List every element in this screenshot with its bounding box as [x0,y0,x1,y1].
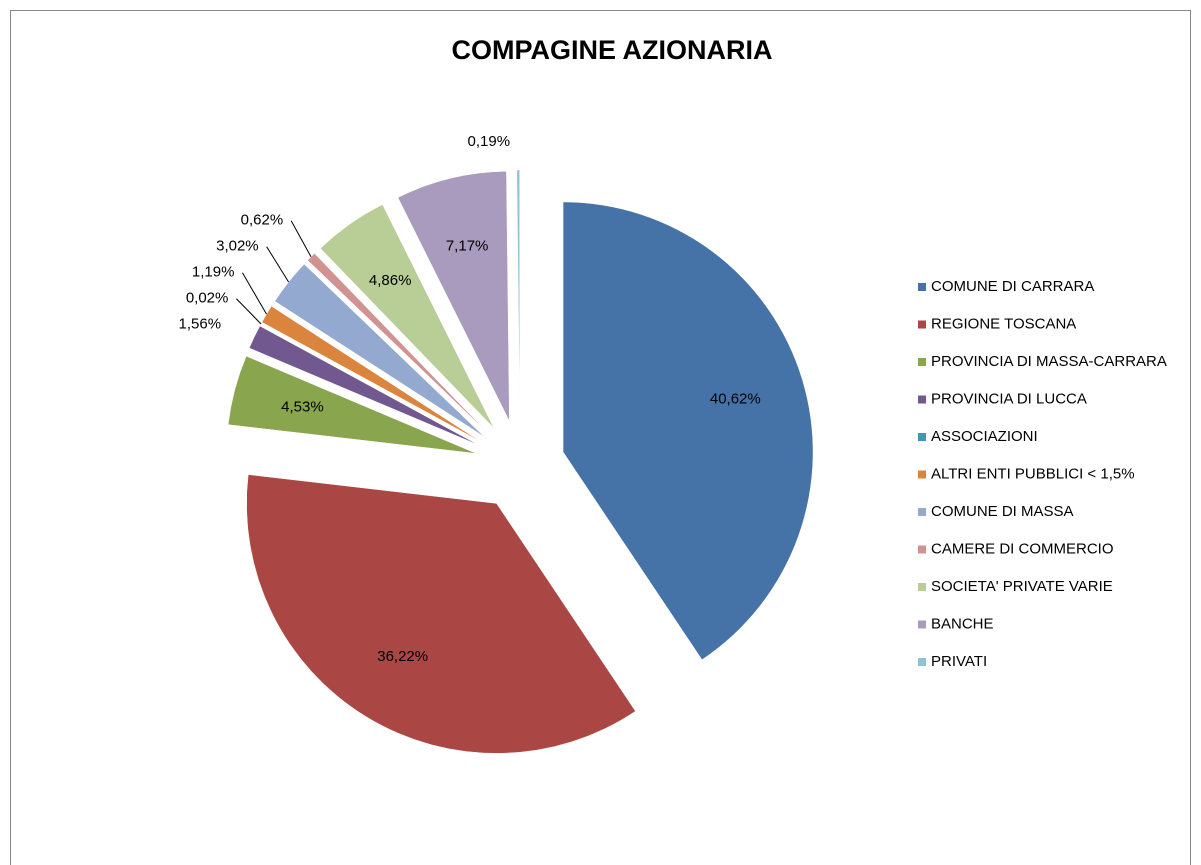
legend-label: REGIONE TOSCANA [931,315,1076,332]
data-label: 0,19% [468,133,511,150]
data-label: 3,02% [216,238,259,255]
legend-label: BANCHE [931,615,994,632]
legend-swatch [918,283,926,291]
legend-swatch [918,658,926,666]
leader-line [236,298,262,325]
data-label: 4,53% [281,399,324,416]
legend-swatch [918,545,926,554]
leader-line [290,220,312,258]
legend-label: COMUNE DI MASSA [931,503,1074,520]
data-label: 1,19% [192,264,235,281]
legend-label: ALTRI ENTI PUBBLICI < 1,5% [931,465,1135,482]
data-label: 7,17% [446,237,489,254]
data-label: 40,62% [710,391,761,408]
legend-swatch [918,583,926,591]
legend-label: PRIVATI [931,653,987,670]
legend-swatch [918,358,926,366]
legend-label: SOCIETA' PRIVATE VARIE [931,578,1113,595]
pie-slice [246,474,636,754]
pie-slice [562,201,814,661]
legend-swatch [918,508,926,516]
legend-label: CAMERE DI COMMERCIO [931,540,1114,557]
leader-line [242,272,267,315]
pie-slice [248,325,480,446]
pie-slice [397,171,510,422]
legend-swatch [918,433,926,441]
data-label: 0,02% [186,290,229,307]
legend-swatch [918,620,926,629]
data-label: 0,62% [241,212,284,229]
legend-label: ASSOCIAZIONI [931,428,1038,445]
leader-line [266,246,290,283]
legend-label: PROVINCIA DI LUCCA [931,390,1087,407]
data-label: 1,56% [179,316,222,333]
pie-slice [320,204,495,429]
legend-swatch [918,395,926,404]
pie-slice [516,169,520,421]
chart-title: COMPAGINE AZIONARIA [452,35,773,65]
legend-swatch [918,470,926,479]
legend-swatch [918,320,926,329]
data-label: 36,22% [377,648,428,665]
legend-label: COMUNE DI CARRARA [931,278,1094,295]
pie-slice [307,253,489,434]
data-label: 4,86% [369,272,412,289]
pie-slice [227,355,477,454]
legend-label: PROVINCIA DI MASSA-CARRARA [931,353,1167,370]
